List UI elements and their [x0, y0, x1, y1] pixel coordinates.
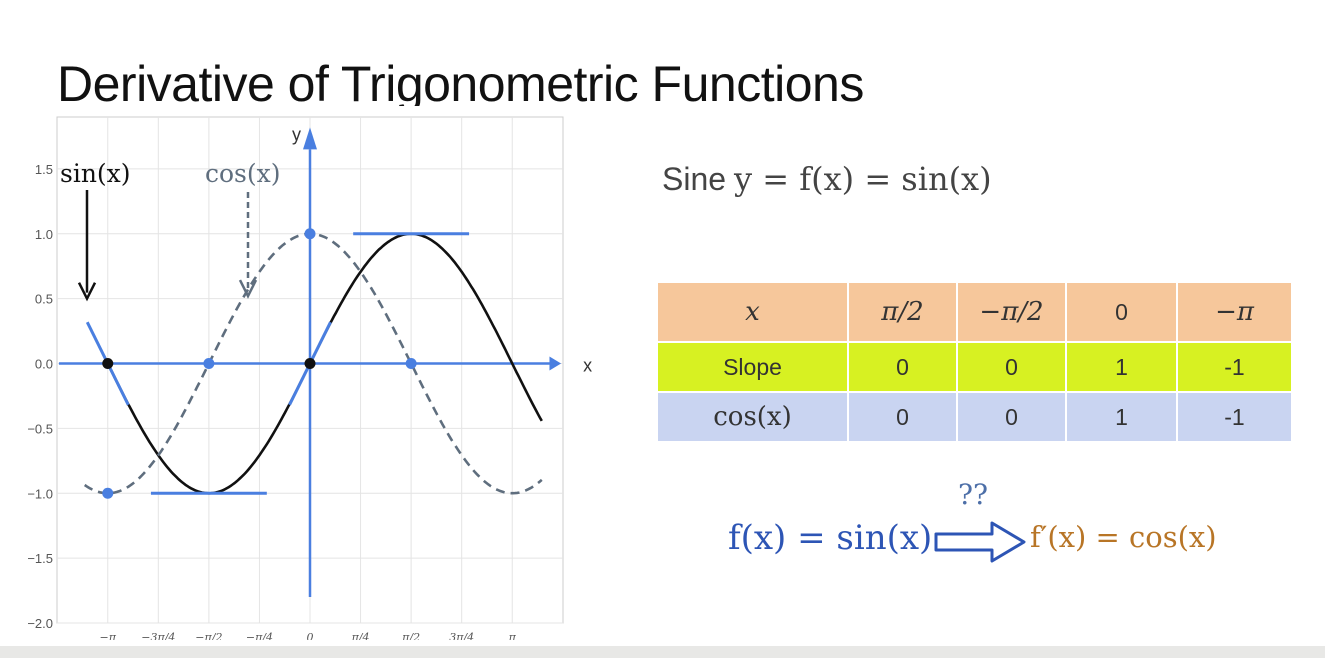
y-tick-label: 0.5 [35, 292, 53, 307]
data-point [102, 358, 114, 370]
table-cell: -1 [1176, 391, 1293, 443]
data-point [102, 487, 114, 499]
y-tick-label: −1.5 [27, 551, 53, 566]
table-header-cell: −π [1176, 281, 1293, 343]
data-point [304, 358, 316, 370]
y-tick-label: 1.0 [35, 227, 53, 242]
definition-formula: y = f(x) = sin(x) [734, 160, 992, 198]
trig-chart: 1.5 1.0 0.5 0.0 −0.5 −1.0 −1.5 −2.0 −π −3π/4 −π/2 −… [27, 116, 592, 640]
table-header-cell: x [656, 281, 849, 343]
table-row-cos: cos(x) 0 0 1 -1 [656, 391, 1293, 443]
page-title: Derivative of Trigonometric Functions [57, 56, 864, 106]
table-cell: 0 [956, 341, 1067, 393]
y-tick-label: −0.5 [27, 421, 53, 436]
x-axis-label: x [583, 356, 592, 376]
row-label: cos(x) [656, 391, 849, 443]
y-tick-label: −1.0 [27, 486, 53, 501]
function-equation: f(x) = sin(x) [728, 518, 933, 558]
y-tick-label: 1.5 [35, 162, 53, 177]
y-tick-label: 0.0 [35, 357, 53, 372]
bottom-band [0, 646, 1325, 658]
x-tick-label: −π/4 [246, 631, 273, 640]
table-cell: 0 [847, 391, 958, 443]
implies-arrow-icon [934, 521, 1026, 563]
table-cell: -1 [1176, 341, 1293, 393]
table-cell: 1 [1065, 391, 1178, 443]
table-header-cell: π/2 [847, 281, 958, 343]
table-row-slope: Slope 0 0 1 -1 [656, 341, 1293, 393]
sine-definition: Sine y = f(x) = sin(x) [662, 160, 992, 198]
y-tick-label: −2.0 [27, 616, 53, 631]
sin-label: sin(x) [60, 159, 131, 188]
x-tick-label: 0 [307, 631, 314, 640]
data-point [203, 358, 215, 370]
x-tick-label: −π [100, 631, 117, 640]
table-header-cell: 0 [1065, 281, 1178, 343]
x-tick-label: −π/2 [195, 631, 222, 640]
row-label: Slope [656, 341, 849, 393]
table-cell: 1 [1065, 341, 1178, 393]
table-cell: 0 [847, 341, 958, 393]
slope-table: x π/2 −π/2 0 −π Slope 0 0 1 -1 cos(x) 0 … [656, 281, 1293, 443]
sin-pointer-head [77, 282, 97, 302]
x-tick-label: π/4 [351, 631, 370, 640]
table-header-cell: −π/2 [956, 281, 1067, 343]
table-cell: 0 [956, 391, 1067, 443]
y-axis-label: y [292, 124, 301, 144]
table-header-row: x π/2 −π/2 0 −π [656, 281, 1293, 343]
cos-pointer-head [238, 279, 258, 299]
x-axis-arrow [549, 356, 562, 371]
y-axis-arrow [303, 127, 317, 150]
derivative-equation: f′(x) = cos(x) [1030, 520, 1217, 554]
data-point [304, 228, 316, 240]
question-marks: ?? [958, 478, 989, 511]
data-point [405, 358, 417, 370]
definition-word: Sine [662, 161, 727, 197]
x-tick-label: π [508, 631, 517, 640]
x-tick-label: 3π/4 [449, 631, 474, 640]
x-tick-label: π/2 [401, 631, 420, 640]
x-tick-label: −3π/4 [141, 631, 175, 640]
cos-label: cos(x) [205, 159, 281, 188]
